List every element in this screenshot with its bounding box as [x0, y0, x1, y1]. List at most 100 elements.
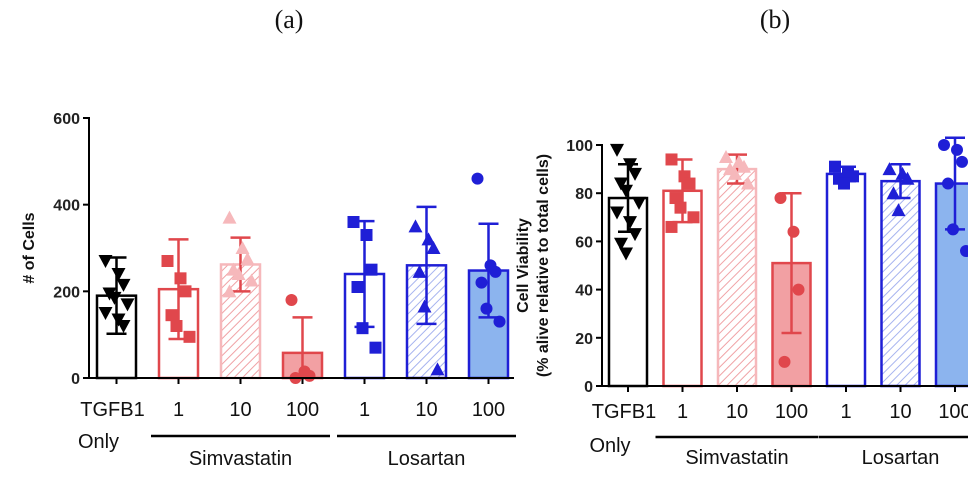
- data-point: [489, 265, 502, 278]
- group-label: Simvastatin: [189, 448, 292, 470]
- data-point: [235, 241, 250, 254]
- data-point: [632, 196, 646, 210]
- data-point: [98, 255, 113, 268]
- data-point: [426, 241, 441, 254]
- data-point: [179, 285, 192, 298]
- data-point: [882, 162, 897, 176]
- data-point: [741, 176, 755, 190]
- data-point: [900, 171, 915, 185]
- chart-b: 0 20 40 60 80 100 Cell Viability (% alive relat…: [515, 136, 968, 469]
- data-point: [787, 225, 800, 238]
- y-axis-label-line: Cell Viability: [515, 218, 532, 313]
- data-point: [120, 298, 135, 312]
- x-category-label: 10: [415, 399, 437, 421]
- x-category-label: 10: [726, 401, 748, 423]
- data-point: [956, 155, 968, 168]
- bar: [716, 167, 758, 388]
- y-tick-label: 0: [584, 379, 593, 396]
- data-point: [244, 273, 259, 287]
- data-point: [829, 160, 841, 173]
- data-point: [222, 284, 237, 298]
- data-point: [614, 237, 628, 251]
- data-point: [683, 177, 696, 190]
- y-tick-label: 400: [53, 198, 80, 215]
- data-point: [665, 153, 678, 166]
- data-point: [838, 177, 850, 190]
- data-point: [951, 143, 963, 156]
- data-point: [161, 255, 174, 267]
- y-tick-label: 40: [575, 283, 593, 300]
- data-point: [240, 251, 255, 265]
- x-category-label: Only: [589, 435, 630, 457]
- y-tick-label: 60: [575, 234, 593, 251]
- y-tick-label: 100: [566, 138, 593, 155]
- x-category-label: 1: [677, 401, 688, 423]
- data-point: [111, 268, 126, 281]
- data-point: [231, 267, 246, 280]
- data-point: [107, 291, 122, 305]
- data-point: [116, 278, 131, 292]
- y-axis-label-line: (% alive relative to total cells): [535, 154, 552, 377]
- x-category-label: 100: [775, 401, 808, 423]
- data-point: [610, 206, 624, 220]
- x-category-label: 100: [286, 399, 319, 421]
- data-point: [303, 369, 316, 382]
- data-point: [886, 186, 901, 200]
- data-point: [960, 245, 968, 258]
- data-point: [183, 330, 196, 343]
- bar: [934, 182, 968, 388]
- x-category-label: 100: [472, 399, 505, 421]
- y-axis-label: Cell Viability (% alive relative to total…: [515, 154, 552, 377]
- y-tick-label: 80: [575, 186, 593, 203]
- data-point: [480, 302, 493, 315]
- x-category-label: 1: [840, 401, 851, 423]
- y-axis-label-line: # of Cells: [21, 212, 38, 283]
- data-point: [891, 203, 906, 217]
- data-point: [669, 192, 682, 205]
- data-point: [728, 166, 742, 180]
- y-tick-label: 600: [53, 111, 80, 128]
- panel-label-a: (a): [275, 5, 304, 34]
- x-category-label: 10: [229, 399, 251, 421]
- data-point: [628, 167, 642, 181]
- x-category-label: 10: [889, 401, 911, 423]
- data-point: [471, 172, 484, 185]
- data-point: [610, 143, 624, 157]
- data-point: [174, 272, 187, 285]
- data-point: [351, 281, 364, 293]
- data-point: [719, 150, 733, 164]
- y-tick-label: 0: [71, 371, 80, 388]
- data-point: [222, 210, 237, 224]
- data-point: [430, 362, 445, 376]
- group-label: Losartan: [862, 447, 940, 469]
- data-point: [792, 283, 805, 296]
- data-point: [674, 201, 687, 214]
- y-tick-label: 20: [575, 331, 593, 348]
- data-point: [493, 315, 506, 328]
- x-category-label: 100: [938, 401, 968, 423]
- data-point: [623, 158, 637, 172]
- x-category-label: TGFB1: [592, 401, 656, 423]
- data-point: [774, 192, 787, 205]
- x-category-label: Only: [78, 431, 119, 453]
- data-point: [98, 307, 113, 320]
- data-point: [365, 263, 378, 276]
- data-point: [628, 228, 642, 242]
- group-label: Simvastatin: [685, 447, 788, 469]
- data-point: [778, 355, 791, 368]
- data-point: [614, 177, 628, 191]
- x-category-label: TGFB1: [80, 399, 144, 421]
- data-point: [947, 223, 959, 236]
- x-category-label: 1: [173, 399, 184, 421]
- group-label: Losartan: [388, 448, 466, 470]
- data-point: [421, 232, 436, 246]
- data-point: [737, 159, 751, 173]
- data-point: [360, 229, 373, 241]
- data-point: [619, 184, 633, 198]
- data-point: [116, 320, 131, 333]
- data-point: [347, 216, 360, 228]
- data-point: [356, 322, 369, 335]
- data-point: [938, 139, 950, 151]
- data-point: [942, 177, 954, 190]
